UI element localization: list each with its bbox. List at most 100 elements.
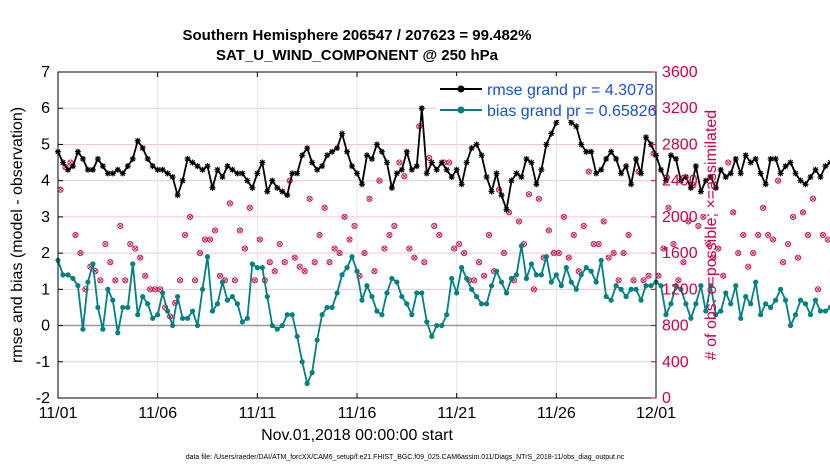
bias-point [269,322,275,329]
bias-point [319,312,325,318]
obs-assimilated-point [751,251,756,256]
bias-point [304,380,310,387]
obs-possible-point [451,245,458,252]
obs-possible-point [775,177,782,184]
bias-point [414,290,420,296]
bias-point [389,275,395,282]
obs-possible-point [391,222,398,229]
y-axis-label: rmse and bias (model - observation) [9,107,26,363]
rmse-point [59,159,66,166]
bias-point [464,275,470,282]
obs-possible-point [316,231,323,239]
obs-assimilated-point [516,219,522,224]
obs-possible-point [236,227,243,234]
bias-point [160,290,166,296]
bias-point [95,304,101,311]
right-tick-label: 1200 [662,281,698,298]
bias-point [678,286,684,292]
x-tick-label: 11/01 [39,405,78,422]
y-tick-label: 0 [41,318,50,335]
obs-assimilated-point [501,251,507,256]
obs-assimilated-point [477,260,482,265]
obs-assimilated-point [133,246,138,251]
rmse-point [413,163,420,170]
obs-assimilated-point [591,241,596,247]
bias-point [409,312,415,318]
y-axis-ticks: -2 -1 0 1 2 3 4 5 6 7 [36,64,63,407]
rmse-point [812,166,819,173]
obs-assimilated-point [128,241,133,247]
right-tick-label: 1600 [662,245,698,262]
legend-rmse-label: rmse grand pr = 4.3078 [487,82,654,99]
bias-point [264,293,270,300]
obs-assimilated-point [123,278,128,283]
obs-assimilated-point [686,219,691,224]
obs-possible-point [560,213,567,220]
rmse-point [279,188,286,195]
obs-possible-point [461,250,468,257]
rmse-point [588,148,595,155]
rmse-point [578,141,585,148]
obs-assimilated-point [342,214,347,219]
obs-possible-point [610,250,617,257]
bias-point [513,272,520,278]
rmse-point [518,174,525,181]
bias-point [249,261,255,267]
obs-possible-point [530,286,537,293]
rmse-point [448,174,455,181]
obs-assimilated-point [187,214,193,219]
rmse-point [209,184,216,191]
x-tick-label: 12/01 [636,405,676,422]
rmse-point [94,155,101,162]
rmse-point [528,159,535,166]
bias-point [150,315,156,321]
rmse-point [633,155,640,162]
rmse-point [139,145,146,152]
bias-point [792,312,799,318]
bias-point [698,283,704,289]
obs-possible-point [620,250,627,257]
bias-point [748,301,754,307]
bias-point [663,312,669,318]
rmse-point [428,159,435,166]
rmse-point [299,152,306,159]
obs-assimilated-point [571,232,576,238]
rmse-point [269,177,276,184]
right-tick-label: 2000 [662,209,698,226]
obs-possible-point [386,231,393,239]
legend-bias-marker [457,106,465,114]
rmse-point [692,163,699,170]
rmse-point [662,177,669,184]
bias-point [374,308,380,314]
bias-point [573,286,579,292]
obs-assimilated-point [761,205,766,210]
rmse-point [329,148,336,155]
obs-possible-point [311,259,318,266]
obs-possible-point [157,286,164,293]
obs-assimilated-point [118,223,123,229]
rmse-point [408,166,415,173]
rmse-point [498,192,505,199]
bias-point [354,268,360,274]
bias-point [459,265,465,271]
right-axis-ticks: 0 400 800 1200 1600 2000 2400 2800 3200 3600 [651,64,698,407]
obs-possible-point [291,254,298,261]
obs-assimilated-point [307,196,312,201]
bias-point [713,312,719,318]
obs-possible-point [216,272,224,279]
obs-possible-point [326,259,333,266]
obs-possible-point [456,241,463,248]
bias-point [673,283,679,289]
obs-possible-point [755,231,762,239]
bias-point [658,283,664,289]
obs-possible-point [346,236,353,243]
obs-possible-point [107,259,114,266]
bias-point [753,279,759,285]
obs-assimilated-point [402,174,407,179]
bias-point [359,297,365,303]
bias-point [683,301,689,307]
obs-assimilated-point [676,278,681,283]
bias-point [184,315,191,321]
obs-assimilated-point [397,160,402,165]
obs-assimilated-point [646,273,651,278]
